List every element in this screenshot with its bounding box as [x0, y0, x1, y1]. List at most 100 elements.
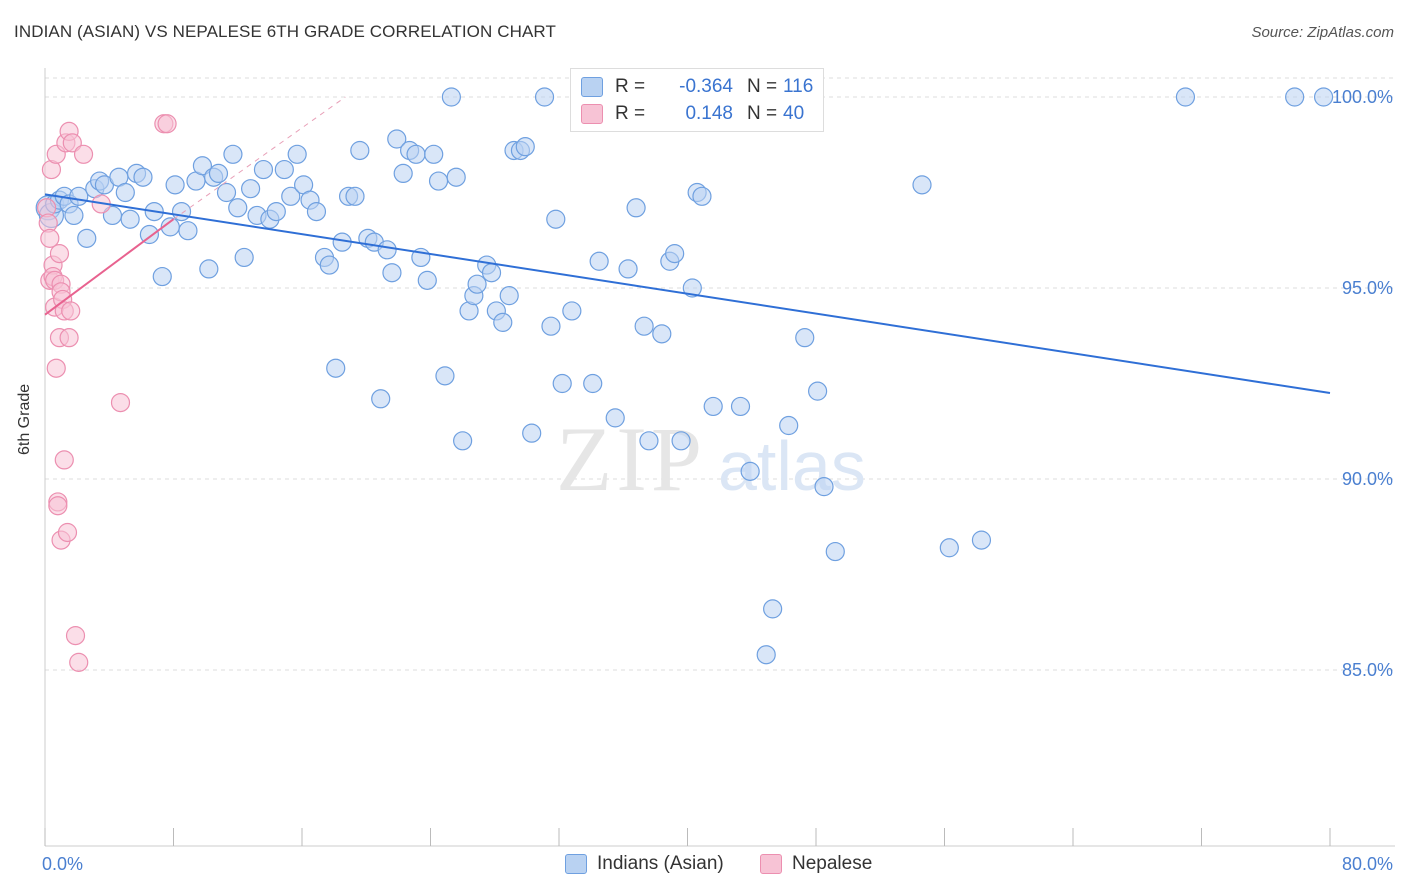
legend-r-value: -0.364: [679, 76, 733, 97]
data-point: [740, 461, 760, 481]
data-point: [583, 373, 603, 394]
data-point: [274, 159, 294, 180]
data-point: [382, 263, 402, 283]
data-point: [493, 312, 513, 332]
data-point: [671, 431, 691, 451]
y-tick-label: 100.0%: [1332, 87, 1393, 107]
legend-swatch-blue: [581, 77, 603, 97]
stats-legend: R = -0.364 N = 116 R = 0.148 N = 40: [570, 68, 824, 132]
data-point: [306, 202, 327, 222]
bottom-legend-label: Indians (Asian): [597, 853, 724, 874]
data-point: [467, 274, 487, 294]
data-point: [428, 171, 449, 191]
source-label: Source: ZipAtlas.com: [1251, 24, 1394, 41]
data-point: [69, 652, 89, 672]
legend-r-value: 0.148: [685, 103, 733, 124]
y-tick-label: 95.0%: [1342, 278, 1393, 298]
legend-swatch-pink: [581, 104, 603, 124]
data-point: [57, 522, 78, 543]
data-point: [634, 316, 654, 336]
data-point: [61, 301, 81, 321]
data-point: [515, 137, 535, 157]
data-point: [1313, 87, 1334, 107]
data-point: [453, 431, 473, 451]
data-point: [59, 328, 79, 348]
data-point: [618, 259, 638, 279]
data-point: [133, 167, 153, 187]
legend-r-label: R =: [615, 76, 646, 97]
data-point: [795, 328, 815, 348]
data-point: [223, 144, 243, 164]
data-point: [326, 358, 346, 378]
legend-row-nepalese: R = 0.148 N = 40: [581, 102, 804, 126]
data-point: [387, 129, 407, 149]
data-point: [417, 270, 437, 290]
data-point: [199, 259, 219, 279]
data-point: [139, 224, 160, 245]
data-point: [499, 286, 519, 306]
data-point: [234, 247, 254, 268]
data-point: [54, 450, 74, 470]
data-point: [446, 167, 466, 187]
data-point: [703, 396, 723, 417]
data-point: [46, 358, 66, 378]
data-point: [345, 186, 365, 206]
data-point: [441, 87, 461, 107]
series-nepalese: [37, 114, 177, 672]
data-point: [208, 163, 229, 183]
data-point: [692, 186, 712, 206]
series-indians-asian: [35, 87, 1334, 665]
data-point: [652, 324, 672, 344]
bottom-legend-swatch-pink: [760, 854, 782, 874]
data-point: [763, 599, 783, 619]
data-point: [165, 175, 185, 195]
legend-row-indians: R = -0.364 N = 116: [581, 75, 813, 99]
data-point: [281, 186, 301, 206]
data-point: [393, 163, 413, 183]
data-point: [814, 477, 834, 497]
data-point: [424, 144, 444, 164]
data-point: [287, 144, 307, 164]
data-point: [435, 366, 455, 386]
data-point: [1285, 87, 1305, 107]
data-point: [192, 156, 213, 176]
data-point: [49, 244, 70, 264]
data-point: [73, 144, 94, 164]
y-tick-label: 85.0%: [1342, 660, 1393, 680]
watermark-atlas: atlas: [718, 427, 866, 505]
data-point: [541, 316, 561, 336]
chart-title: INDIAN (ASIAN) VS NEPALESE 6TH GRADE COR…: [14, 22, 556, 41]
data-point: [377, 240, 397, 260]
data-point: [1175, 87, 1196, 107]
tick-labels: 85.0% 90.0% 95.0% 100.0% 0.0% 80.0%: [42, 87, 1393, 874]
x-tick-label-min: 0.0%: [42, 854, 83, 874]
trend-line-nepalese: [44, 218, 175, 316]
data-point: [912, 175, 932, 195]
data-point: [589, 251, 609, 271]
data-point: [253, 159, 274, 180]
bottom-legend-swatch-blue: [565, 854, 587, 874]
data-point: [682, 278, 702, 298]
data-point: [481, 263, 502, 283]
data-point: [241, 179, 261, 199]
legend-n-label: N =: [747, 76, 778, 97]
watermark-zip: ZIP: [556, 408, 706, 510]
data-point: [115, 182, 135, 203]
data-point: [756, 645, 776, 665]
data-point: [605, 408, 625, 428]
data-point: [562, 301, 582, 321]
data-point: [939, 538, 959, 558]
data-point: [120, 209, 140, 229]
data-point: [730, 396, 751, 417]
legend-n-value: 40: [783, 103, 805, 124]
bottom-legend-nepalese: Nepalese: [760, 852, 872, 876]
data-point: [808, 381, 828, 401]
data-point: [665, 244, 685, 264]
data-point: [971, 530, 992, 550]
data-point: [371, 389, 391, 409]
data-point: [266, 202, 286, 222]
data-point: [65, 626, 86, 646]
trend-line-indians: [44, 193, 1331, 395]
data-point: [178, 221, 198, 241]
